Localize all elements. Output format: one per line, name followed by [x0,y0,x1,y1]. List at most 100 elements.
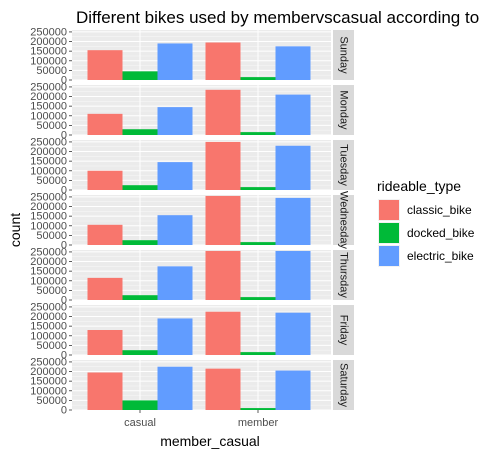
legend-item-classic_bike: classic_bike [378,199,472,221]
legend: rideable_type classic_bike docked_bikeele… [377,178,475,267]
y-tick-label: 100000 [30,330,67,342]
y-tick-label: 50000 [36,340,67,352]
y-tick-label: 0 [61,295,67,307]
y-tick-label: 50000 [36,230,67,242]
y-tick-label: 50000 [36,395,67,407]
y-tick-label: 100000 [30,275,67,287]
facet-strip-label: Monday [338,90,350,130]
facet-strip [333,85,354,135]
y-tick-label: 50000 [36,175,67,187]
legend-label: docked_bike [407,226,475,240]
legend-item-electric_bike: electric_bike [378,245,474,267]
bar-casual-electric_bike [157,43,193,80]
y-tick-label: 200000 [30,146,67,158]
legend-title: rideable_type [377,178,461,194]
y-tick-label: 200000 [30,36,67,48]
bar-casual-docked_bike [122,71,158,80]
bar-casual-electric_bike [157,318,193,355]
facet-strip [333,30,354,80]
facet-strip [333,250,354,300]
y-tick-label: 0 [61,185,67,197]
bar-member-classic_bike [205,311,241,355]
y-tick-label: 150000 [30,376,67,388]
legend-label: classic_bike [407,203,472,217]
y-tick-label: 150000 [30,321,67,333]
legend-item-docked_bike: docked_bike [378,222,475,244]
bar-member-classic_bike [205,250,241,300]
y-tick-label: 0 [61,75,67,87]
y-tick-label: 150000 [30,46,67,58]
y-tick-label: 100000 [30,220,67,232]
facet-strip [333,305,354,355]
bar-member-electric_bike [275,46,311,80]
y-tick-label: 250000 [30,81,67,93]
legend-key-swatch [379,246,399,266]
x-axis-title: member_casual [160,433,260,449]
bar-casual-classic_bike [87,170,123,190]
legend-key-swatch [379,223,399,243]
y-tick-label: 100000 [30,165,67,177]
y-tick-label: 50000 [36,285,67,297]
bar-member-classic_bike [205,42,241,80]
bar-member-docked_bike [240,352,276,355]
legend-label: electric_bike [407,249,474,263]
bar-casual-docked_bike [122,240,158,245]
bar-member-classic_bike [205,89,241,135]
bar-casual-electric_bike [157,215,193,245]
bar-casual-electric_bike [157,266,193,300]
bar-casual-electric_bike [157,107,193,135]
bar-casual-classic_bike [87,372,123,410]
facet-strip-label: Sunday [338,36,350,74]
y-tick-label: 150000 [30,101,67,113]
bar-casual-classic_bike [87,224,123,245]
bar-casual-docked_bike [122,400,158,410]
bar-member-electric_bike [275,312,311,355]
y-tick-label: 200000 [30,91,67,103]
facet-strip-label: Wednesday [338,191,350,249]
y-tick-label: 250000 [30,26,67,38]
facet-strip-label: Tuesday [338,144,350,186]
y-tick-label: 50000 [36,120,67,132]
y-tick-label: 100000 [30,55,67,67]
y-tick-label: 150000 [30,266,67,278]
bar-casual-docked_bike [122,129,158,135]
bar-member-electric_bike [275,145,311,190]
legend-key-swatch [379,200,399,220]
bar-member-docked_bike [240,77,276,80]
bar-member-electric_bike [275,197,311,245]
y-tick-label: 200000 [30,366,67,378]
y-tick-label: 250000 [30,356,67,368]
bar-casual-docked_bike [122,185,158,190]
x-tick-label: member [238,417,279,429]
facet-strip-label: Saturday [338,363,350,408]
bar-member-docked_bike [240,408,276,410]
x-tick-label: casual [124,417,156,429]
bar-casual-electric_bike [157,366,193,410]
y-tick-label: 250000 [30,191,67,203]
bar-casual-classic_bike [87,277,123,300]
facet-strip-label: Friday [338,315,350,346]
facet-strip [333,195,354,245]
y-axis-title: count [7,213,23,247]
bar-member-docked_bike [240,297,276,300]
y-tick-label: 150000 [30,156,67,168]
bar-member-classic_bike [205,195,241,245]
bar-member-docked_bike [240,132,276,135]
bar-member-classic_bike [205,141,241,190]
facet-panels: 050000100000150000200000250000Sunday0500… [30,26,354,417]
bar-member-docked_bike [240,187,276,190]
y-tick-label: 200000 [30,256,67,268]
bar-casual-classic_bike [87,50,123,80]
y-tick-label: 0 [61,130,67,142]
x-axis: casual member [124,410,279,429]
y-tick-label: 250000 [30,301,67,313]
y-tick-label: 100000 [30,385,67,397]
bar-casual-classic_bike [87,113,123,135]
y-tick-label: 0 [61,405,67,417]
bar-member-electric_bike [275,94,311,135]
